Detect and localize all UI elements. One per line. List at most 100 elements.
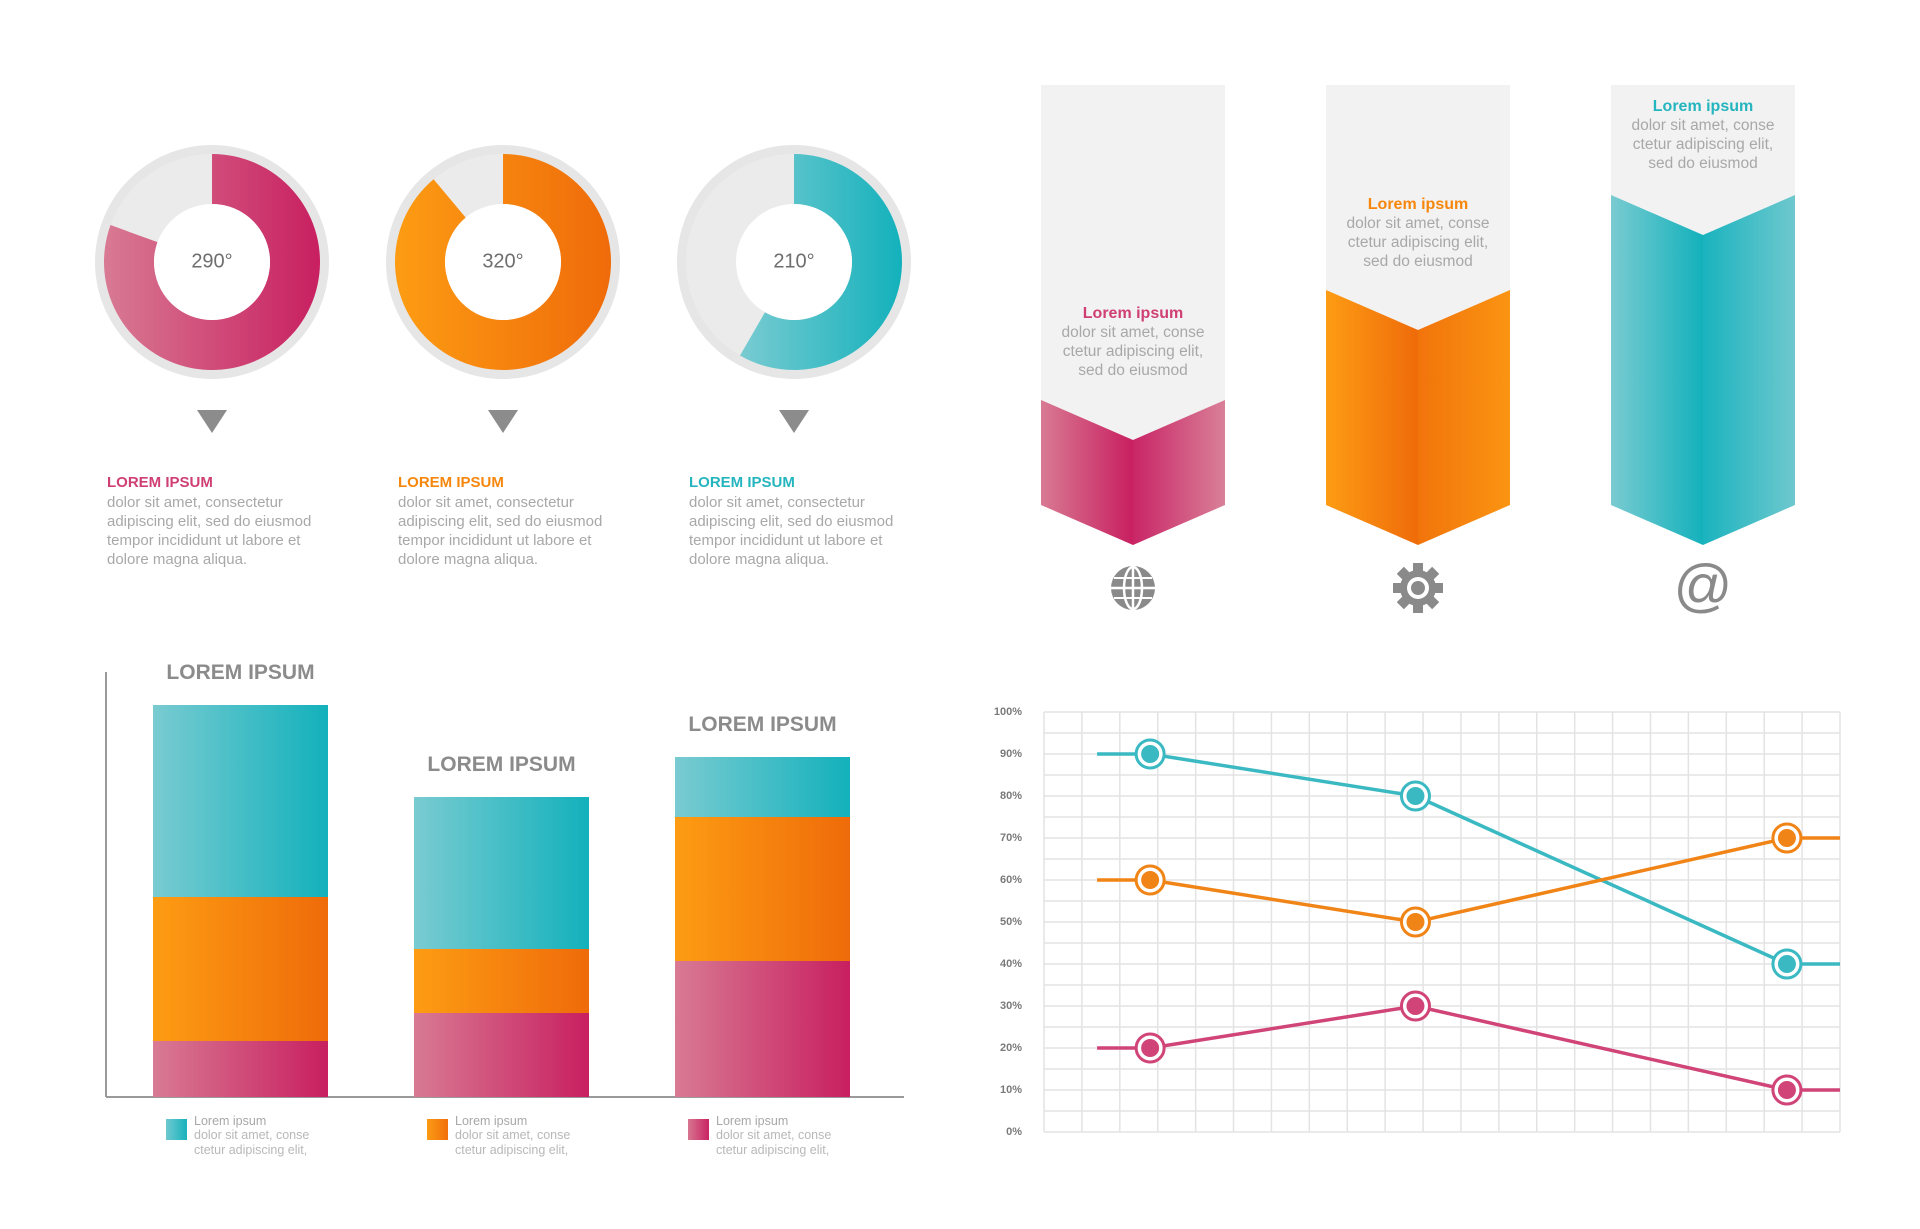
line-chart: 0% 10% 20% 30% 40% 50% 60% 70% 80% 90% 100% [994, 706, 1841, 1138]
y-tick-label: 0% [1006, 1126, 1022, 1138]
bar-category-label: LOREM IPSUM [427, 753, 575, 776]
legend-line: dolor sit amet, conse [455, 1128, 571, 1142]
ribbon-title: Lorem ipsum [1367, 196, 1469, 213]
bar-segment [675, 757, 850, 817]
down-arrow-icon [197, 410, 227, 433]
ribbon-left-face [1611, 195, 1703, 545]
legend-line: dolor sit amet, conse [716, 1128, 832, 1142]
ribbon-right-face [1418, 290, 1510, 545]
data-point-marker [1771, 822, 1803, 854]
y-tick-label: 70% [1000, 832, 1022, 844]
down-arrow-icon [488, 410, 518, 433]
ribbon-left-face [1041, 400, 1133, 545]
donut-value: 290° [191, 250, 232, 272]
ribbon-bar [1326, 85, 1510, 613]
ribbon-title: Lorem ipsum [1652, 98, 1754, 115]
y-tick-label: 60% [1000, 874, 1022, 886]
ribbon-bar: @ [1611, 85, 1795, 618]
bar-segment [414, 797, 589, 949]
ribbon-body: dolor sit amet, conse ctetur adipiscing … [1042, 323, 1224, 380]
donut-charts: 290° 320° 210° [95, 145, 911, 433]
marker-dot [1406, 997, 1425, 1015]
data-point-marker [1134, 864, 1166, 896]
bar-segment [153, 1041, 328, 1097]
at-sign-icon: @ [1674, 553, 1733, 618]
gear-icon [1393, 563, 1443, 613]
ribbon-body: dolor sit amet, conse ctetur adipiscing … [1327, 214, 1509, 271]
legend-line: ctetur adipiscing elit, [716, 1143, 830, 1157]
y-tick-label: 100% [994, 706, 1022, 718]
data-point-marker [1399, 906, 1431, 938]
ribbon-right-face [1703, 195, 1795, 545]
marker-dot [1406, 913, 1425, 931]
legend-body: dolor sit amet, conse ctetur adipiscing … [455, 1128, 570, 1158]
ribbon-background [1326, 85, 1510, 330]
donut-caption-title: LOREM IPSUM [689, 474, 795, 491]
data-point-marker [1399, 780, 1431, 812]
donut-caption-title: LOREM IPSUM [107, 474, 213, 491]
gear-tooth [1413, 563, 1423, 573]
marker-dot [1406, 787, 1425, 805]
donut-value: 320° [482, 250, 523, 272]
globe-icon [1111, 565, 1155, 611]
ribbon-body: dolor sit amet, conse ctetur adipiscing … [1612, 116, 1794, 173]
donut-chart: 210° [677, 145, 911, 433]
ribbon-left-face [1326, 290, 1418, 545]
legend-swatch [688, 1119, 709, 1140]
caption-line: dolor sit amet, consectetur [689, 494, 865, 511]
donut-arc [104, 154, 320, 370]
bar-segment [153, 897, 328, 1041]
ribbon-line: sed do eiusmod [1648, 155, 1758, 172]
y-tick-label: 10% [1000, 1084, 1022, 1096]
bar-category-label: LOREM IPSUM [166, 661, 314, 684]
caption-line: adipiscing elit, sed do eiusmod [398, 513, 603, 530]
gear-tooth [1413, 603, 1423, 613]
ribbon-line: dolor sit amet, conse [1631, 117, 1775, 134]
donut-chart: 320° [386, 145, 620, 433]
bar-category-label: LOREM IPSUM [688, 713, 836, 736]
bar-segment [675, 817, 850, 961]
donut-value: 210° [773, 250, 814, 272]
bar-segment [675, 961, 850, 1097]
bar-segment [153, 705, 328, 897]
marker-dot [1777, 955, 1796, 973]
ribbon-line: ctetur adipiscing elit, [1062, 343, 1204, 360]
donut-arc [740, 154, 902, 371]
legend-body: dolor sit amet, conse ctetur adipiscing … [716, 1128, 831, 1158]
ribbon-text: Lorem ipsum dolor sit amet, conse ctetur… [1612, 98, 1794, 173]
ribbon-line: dolor sit amet, conse [1061, 324, 1205, 341]
data-point-marker [1134, 738, 1166, 770]
ribbon-line: sed do eiusmod [1078, 362, 1188, 379]
marker-dot [1141, 871, 1160, 889]
legend-swatch [166, 1119, 187, 1140]
y-tick-label: 40% [1000, 958, 1022, 970]
data-point-marker [1771, 948, 1803, 980]
ribbon-line: ctetur adipiscing elit, [1347, 234, 1489, 251]
gear-hub [1411, 581, 1425, 595]
data-point-marker [1134, 1032, 1166, 1064]
marker-dot [1777, 829, 1796, 847]
down-arrow-icon [779, 410, 809, 433]
bar-segment [414, 949, 589, 1013]
caption-line: dolor sit amet, consectetur [398, 494, 574, 511]
legend-title: Lorem ipsum [194, 1114, 267, 1128]
legend-line: dolor sit amet, conse [194, 1128, 310, 1142]
caption-line: tempor incididunt ut labore et [689, 532, 883, 549]
y-tick-label: 90% [1000, 748, 1022, 760]
legend-line: ctetur adipiscing elit, [455, 1143, 569, 1157]
ribbon-bars: @ [1041, 85, 1795, 618]
ribbon-text: Lorem ipsum dolor sit amet, conse ctetur… [1042, 305, 1224, 380]
stacked-bar-chart: LOREM IPSUM LOREM IPSUM LOREM IPSUM [105, 661, 904, 1098]
legend-swatch [427, 1119, 448, 1140]
donut-hole [154, 204, 270, 320]
caption-line: adipiscing elit, sed do eiusmod [689, 513, 894, 530]
data-point-marker [1399, 990, 1431, 1022]
y-tick-label: 80% [1000, 790, 1022, 802]
caption-line: dolore magna aliqua. [689, 551, 830, 568]
data-point-marker [1771, 1074, 1803, 1106]
ribbon-right-face [1133, 400, 1225, 545]
ribbon-line: sed do eiusmod [1363, 253, 1473, 270]
y-tick-label: 20% [1000, 1042, 1022, 1054]
donut-caption-body: dolor sit amet, consectetur adipiscing e… [689, 493, 893, 569]
